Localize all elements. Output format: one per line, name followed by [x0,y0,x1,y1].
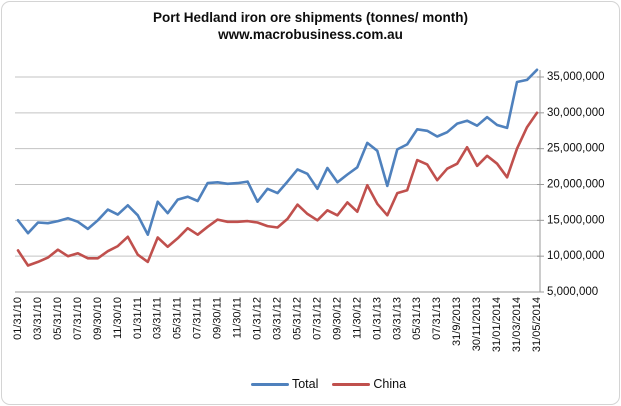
total-series-swatch [250,382,289,386]
x-tick-label: 31/01/2014 [491,297,503,352]
y-tick-label: 10,000,000 [547,250,605,262]
x-tick-label: 01/31/11 [132,297,144,339]
x-tick-label: 03/31/12 [272,297,284,340]
x-tick-label: 30/11/2013 [471,297,483,351]
y-tick-label: 25,000,000 [547,143,605,155]
x-tick-label: 11/30/12 [351,297,363,339]
chart-subtitle: www.macrobusiness.com.au [218,27,403,42]
total-series-label: Total [291,377,319,391]
y-tick-label: 15,000,000 [547,214,605,226]
x-tick-label: 05/31/11 [172,297,184,339]
x-tick-label: 03/31/13 [391,297,403,340]
x-tick-label: 31/03/2014 [511,297,523,352]
x-tick-label: 01/31/10 [12,297,24,340]
y-tick-label: 20,000,000 [547,179,605,191]
x-tick-label: 09/30/12 [331,297,343,340]
china-series-swatch [332,382,371,386]
x-tick-label: 03/31/10 [32,297,44,340]
legend-item-total: Total [250,377,319,391]
y-tick-label: 35,000,000 [547,71,605,83]
x-tick-label: 05/31/10 [52,297,64,340]
chart-title-block: Port Hedland iron ore shipments (tonnes/… [0,9,621,43]
x-tick-label: 05/31/12 [291,297,303,340]
x-tick-label: 01/31/13 [371,297,383,340]
x-tick-label: 31/05/2014 [531,297,543,352]
legend: Total China [18,377,621,391]
china-series-label: China [373,377,407,391]
y-tick-label: 5,000,000 [547,286,598,298]
x-tick-label: 03/31/11 [152,297,164,339]
x-tick-label: 05/31/13 [411,297,423,340]
x-tick-label: 11/30/11 [232,297,244,338]
x-tick-label: 07/31/11 [192,297,204,339]
x-tick-label: 07/31/12 [311,297,323,340]
chart-title: Port Hedland iron ore shipments (tonnes/… [152,10,468,25]
x-tick-label: 11/30/10 [112,297,124,339]
china-series-line [16,111,539,267]
x-tick-label: 09/30/11 [212,297,224,339]
total-series-line [16,68,539,236]
legend-item-china: China [332,377,406,391]
x-tick-label: 31/9/2013 [451,297,463,346]
y-tick-label: 30,000,000 [547,107,605,119]
x-tick-label: 07/31/13 [431,297,443,340]
x-tick-label: 07/31/10 [72,297,84,340]
x-tick-label: 09/30/10 [92,297,104,340]
x-tick-label: 01/31/12 [252,297,264,340]
